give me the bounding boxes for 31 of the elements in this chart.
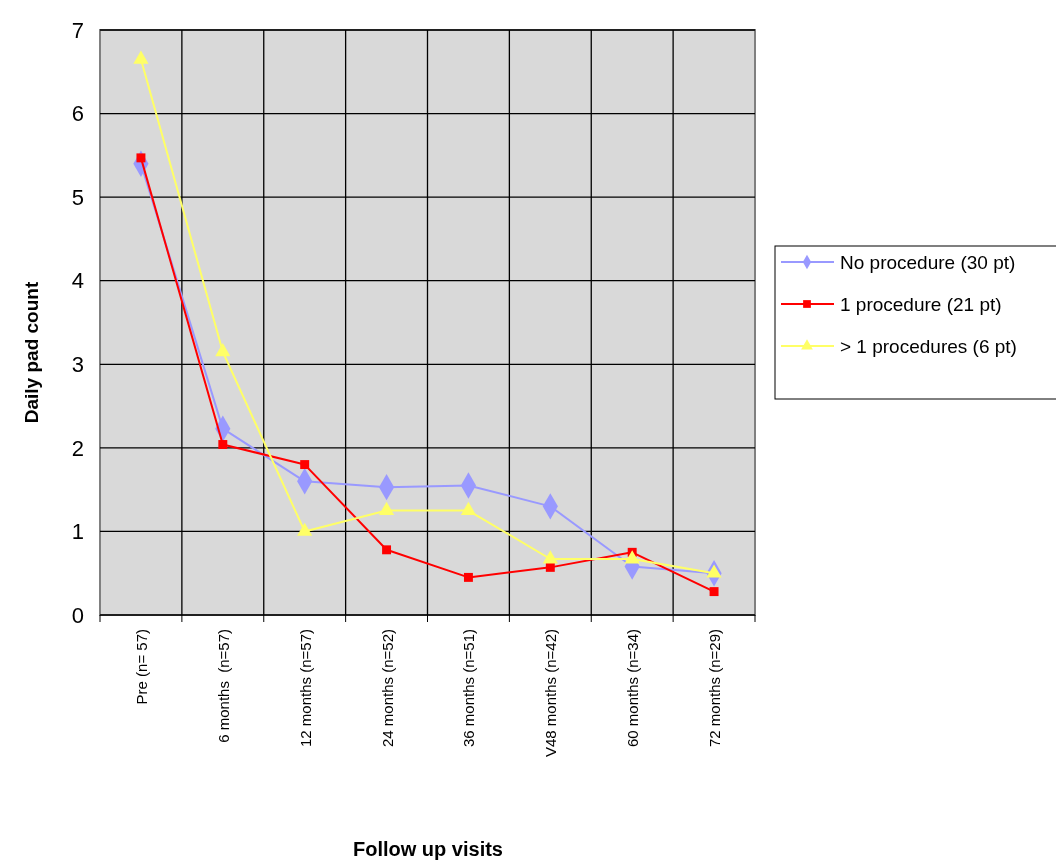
point [542, 550, 558, 564]
point [218, 440, 228, 449]
x-tick-label: 60 months (n=34) [624, 629, 642, 747]
legend-label: No procedure (30 pt) [840, 251, 1016, 273]
x-tick-label: Pre (n= 57) [132, 629, 150, 705]
x-axis-title: Follow up visits [352, 838, 504, 860]
x-tick-label: 72 months (n=29) [706, 629, 724, 747]
y-tick-label: 1 [71, 519, 84, 545]
y-tick-label: 5 [71, 184, 84, 210]
y-tick-label: 0 [71, 602, 84, 628]
point [709, 587, 719, 597]
x-tick-label: V48 months (n=42) [542, 629, 560, 757]
y-tick-label: 3 [71, 351, 84, 377]
y-axis-title: Daily pad count [21, 281, 42, 424]
y-tick-label: 2 [71, 435, 84, 461]
legend-label: 1 procedure (21 pt) [840, 293, 1002, 315]
point [545, 562, 555, 572]
x-tick-label: 36 months (n=51) [460, 629, 478, 747]
point [136, 153, 146, 163]
x-tick-label: 24 months (n=52) [378, 629, 396, 747]
point [706, 564, 722, 578]
y-tick-label: 6 [71, 101, 84, 127]
point [382, 545, 392, 555]
x-tick-label: 6 months (n=57) [214, 629, 232, 743]
point [624, 550, 640, 564]
y-tick-label: 4 [71, 268, 84, 294]
x-tick-label: 12 months (n=57) [296, 629, 314, 747]
y-tick-label: 7 [71, 17, 84, 43]
point [463, 572, 473, 582]
legend-label: > 1 procedures (6 pt) [840, 335, 1017, 357]
point [300, 460, 310, 470]
